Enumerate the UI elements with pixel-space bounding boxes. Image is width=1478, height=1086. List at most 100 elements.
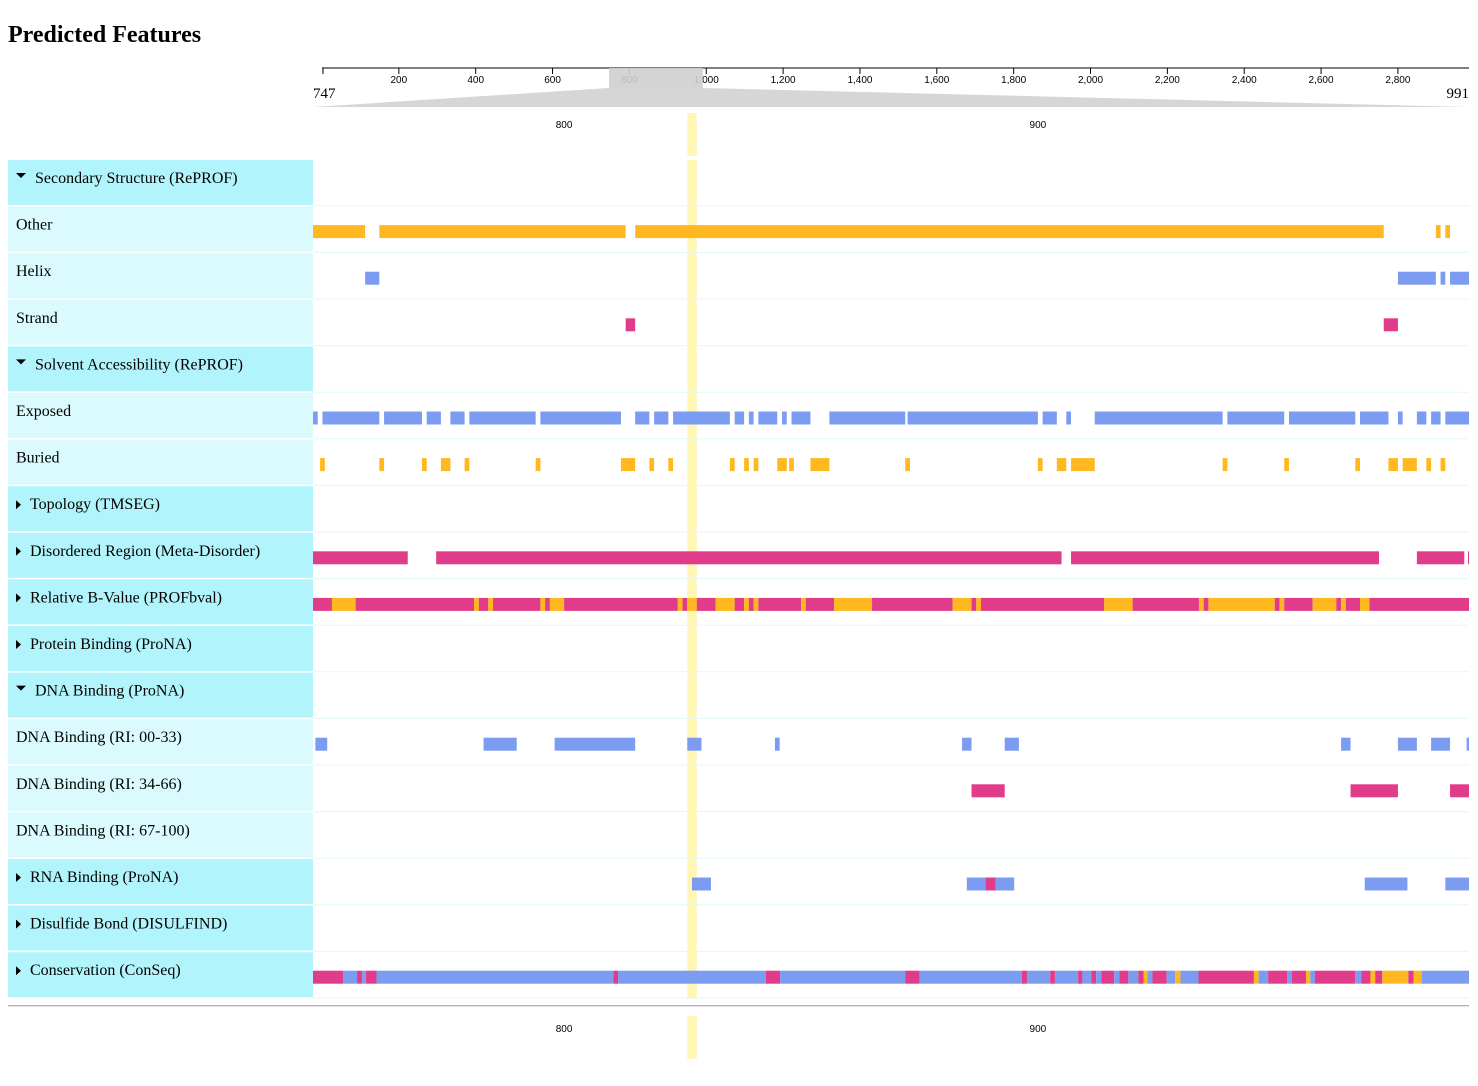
feature[interactable] (1279, 597, 1285, 611)
feature[interactable] (1071, 551, 1379, 565)
feature[interactable] (829, 411, 906, 425)
feature[interactable] (744, 597, 749, 611)
feature[interactable] (1166, 970, 1176, 984)
feature[interactable] (729, 458, 735, 472)
feature[interactable] (834, 597, 873, 611)
feature[interactable] (1445, 225, 1451, 239)
feature[interactable] (1222, 458, 1228, 472)
feature[interactable] (545, 597, 550, 611)
feature[interactable] (379, 458, 385, 472)
feature[interactable] (952, 597, 972, 611)
feature[interactable] (483, 737, 517, 751)
feature[interactable] (1056, 458, 1067, 472)
feature[interactable] (635, 225, 1384, 239)
feature[interactable] (748, 597, 754, 611)
feature[interactable] (1408, 970, 1414, 984)
feature[interactable] (962, 737, 972, 751)
feature[interactable] (313, 225, 366, 239)
feature[interactable] (362, 970, 367, 984)
feature[interactable] (1287, 970, 1292, 984)
feature[interactable] (789, 458, 794, 472)
track-header[interactable] (8, 672, 313, 718)
feature[interactable] (981, 597, 1105, 611)
feature[interactable] (1180, 970, 1199, 984)
feature[interactable] (782, 411, 787, 425)
feature[interactable] (564, 597, 678, 611)
feature[interactable] (1096, 970, 1102, 984)
feature[interactable] (357, 970, 363, 984)
feature[interactable] (1341, 597, 1346, 611)
feature[interactable] (687, 737, 702, 751)
collapse-icon[interactable] (16, 500, 21, 510)
feature[interactable] (1101, 970, 1115, 984)
feature[interactable] (734, 411, 745, 425)
feature[interactable] (1360, 411, 1389, 425)
feature[interactable] (322, 411, 380, 425)
feature[interactable] (1431, 737, 1451, 751)
feature[interactable] (1104, 597, 1133, 611)
feature[interactable] (1021, 970, 1027, 984)
feature[interactable] (355, 597, 475, 611)
feature[interactable] (758, 411, 778, 425)
feature[interactable] (379, 225, 626, 239)
feature[interactable] (919, 970, 1022, 984)
feature[interactable] (421, 458, 427, 472)
feature[interactable] (692, 877, 711, 891)
feature[interactable] (1355, 458, 1361, 472)
feature[interactable] (1274, 597, 1280, 611)
feature[interactable] (331, 597, 356, 611)
feature[interactable] (1375, 970, 1383, 984)
feature[interactable] (620, 458, 636, 472)
feature[interactable] (450, 411, 465, 425)
feature[interactable] (376, 970, 614, 984)
feature[interactable] (1132, 597, 1199, 611)
feature[interactable] (474, 597, 479, 611)
feature[interactable] (1078, 970, 1083, 984)
track-header[interactable] (8, 859, 313, 904)
feature[interactable] (1421, 970, 1469, 984)
feature[interactable] (1355, 970, 1362, 984)
feature[interactable] (1119, 970, 1129, 984)
feature[interactable] (765, 970, 781, 984)
track-header[interactable] (8, 626, 313, 671)
feature[interactable] (1306, 970, 1311, 984)
feature[interactable] (469, 411, 536, 425)
feature[interactable] (1208, 597, 1275, 611)
feature[interactable] (436, 551, 1062, 565)
feature[interactable] (493, 597, 541, 611)
feature[interactable] (540, 411, 621, 425)
feature[interactable] (791, 411, 811, 425)
feature[interactable] (1315, 970, 1356, 984)
feature[interactable] (687, 597, 697, 611)
feature[interactable] (985, 877, 996, 891)
feature[interactable] (315, 737, 328, 751)
feature[interactable] (971, 597, 977, 611)
feature[interactable] (774, 737, 780, 751)
feature[interactable] (1094, 411, 1223, 425)
feature[interactable] (649, 458, 655, 472)
feature[interactable] (758, 597, 801, 611)
feature[interactable] (1054, 970, 1079, 984)
feature[interactable] (1382, 970, 1409, 984)
track-header[interactable] (8, 579, 313, 625)
feature[interactable] (488, 597, 494, 611)
feature[interactable] (1175, 970, 1181, 984)
feature[interactable] (677, 597, 683, 611)
feature[interactable] (1312, 597, 1337, 611)
feature[interactable] (753, 458, 759, 472)
feature[interactable] (1397, 737, 1417, 751)
track-header[interactable] (8, 346, 313, 392)
expand-icon[interactable] (16, 173, 26, 178)
feature[interactable] (1336, 597, 1342, 611)
feature[interactable] (426, 411, 441, 425)
feature[interactable] (1128, 970, 1139, 984)
feature[interactable] (1071, 458, 1095, 472)
feature[interactable] (1082, 970, 1092, 984)
collapse-icon[interactable] (16, 640, 21, 649)
feature[interactable] (805, 597, 835, 611)
feature[interactable] (780, 970, 906, 984)
feature[interactable] (748, 411, 754, 425)
feature[interactable] (872, 597, 953, 611)
feature[interactable] (1291, 970, 1307, 984)
feature[interactable] (1426, 458, 1432, 472)
